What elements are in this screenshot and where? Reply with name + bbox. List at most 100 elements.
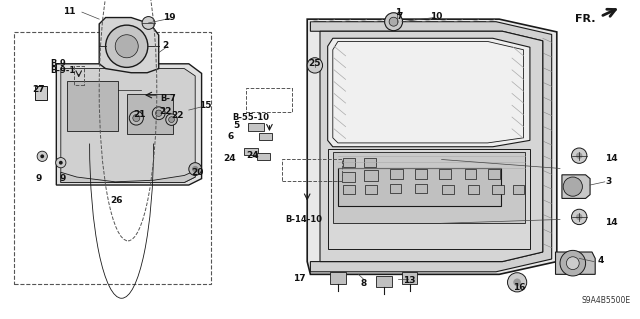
Polygon shape [61,69,195,182]
Bar [259,133,272,140]
Circle shape [508,273,527,292]
Circle shape [115,35,138,58]
Circle shape [513,278,521,286]
Text: B-14-10: B-14-10 [285,215,323,224]
Bar [439,169,451,179]
Circle shape [572,209,587,225]
Text: FR.: FR. [575,13,595,24]
Bar [74,66,84,85]
Bar [338,168,501,206]
Circle shape [169,117,174,122]
Text: 25: 25 [308,59,321,68]
Text: 21: 21 [133,110,146,119]
Polygon shape [556,252,595,274]
Bar [343,158,355,167]
Polygon shape [307,19,557,274]
Text: 20: 20 [191,168,204,177]
Bar [282,159,342,181]
Polygon shape [310,22,552,272]
Bar [513,185,524,194]
Circle shape [133,115,140,122]
Text: 2: 2 [162,41,168,50]
Circle shape [59,161,63,165]
Circle shape [576,214,582,220]
Bar [365,185,377,194]
Text: 1: 1 [395,8,401,17]
Polygon shape [56,64,202,185]
Text: B-9: B-9 [50,59,66,68]
Bar [14,32,211,284]
Circle shape [40,154,44,158]
Polygon shape [328,38,530,147]
Polygon shape [333,152,525,223]
Circle shape [385,13,403,31]
Text: 3: 3 [605,177,611,186]
Text: 24: 24 [246,151,259,160]
Text: 10: 10 [430,12,443,21]
Bar [342,172,355,182]
Polygon shape [562,175,590,198]
Bar [246,88,292,112]
Bar [364,158,376,167]
Bar [343,185,355,194]
Bar [330,272,346,284]
Text: 6: 6 [227,132,234,141]
Circle shape [56,158,66,168]
Polygon shape [328,149,530,249]
Text: 5: 5 [234,121,240,130]
Bar [415,169,427,179]
Bar [488,169,500,179]
Bar [442,185,454,194]
Circle shape [156,110,162,116]
Circle shape [106,25,148,67]
Text: 19: 19 [163,13,176,22]
Circle shape [389,17,398,26]
Bar [492,185,504,194]
Bar [376,276,392,287]
Bar [415,184,427,193]
Text: 22: 22 [159,107,172,115]
Circle shape [152,107,165,120]
Circle shape [566,257,579,270]
Circle shape [307,58,323,73]
Bar [364,170,378,181]
Text: B-55-10: B-55-10 [232,113,269,122]
Circle shape [192,166,198,172]
Polygon shape [333,41,524,143]
Text: 9: 9 [35,174,42,182]
Text: S9A4B5500E: S9A4B5500E [581,296,630,305]
Circle shape [166,114,177,125]
Circle shape [142,17,155,29]
Text: 26: 26 [110,196,123,205]
Circle shape [560,250,586,276]
Text: 24: 24 [223,154,236,163]
Bar [465,169,476,179]
Bar [390,169,403,179]
Text: 27: 27 [32,85,45,94]
Text: 9: 9 [60,174,66,182]
Polygon shape [320,31,543,262]
Text: 17: 17 [293,274,306,283]
Circle shape [189,163,202,175]
Bar [390,184,401,193]
Bar [402,272,417,284]
Text: 13: 13 [403,276,416,285]
Text: B-7: B-7 [160,94,176,103]
Bar [257,153,270,160]
Text: 14: 14 [605,218,618,227]
Text: 8: 8 [360,279,367,288]
Polygon shape [67,81,118,131]
Bar [35,86,47,100]
Bar [244,148,258,155]
Text: 14: 14 [605,154,618,163]
Polygon shape [127,94,173,134]
Text: 16: 16 [513,283,526,292]
Bar [248,123,264,131]
Circle shape [563,177,582,196]
Text: B-9-1: B-9-1 [50,66,75,75]
Circle shape [129,111,143,125]
Circle shape [37,151,47,161]
Bar [468,185,479,194]
Text: 15: 15 [198,101,211,110]
Circle shape [572,148,587,163]
